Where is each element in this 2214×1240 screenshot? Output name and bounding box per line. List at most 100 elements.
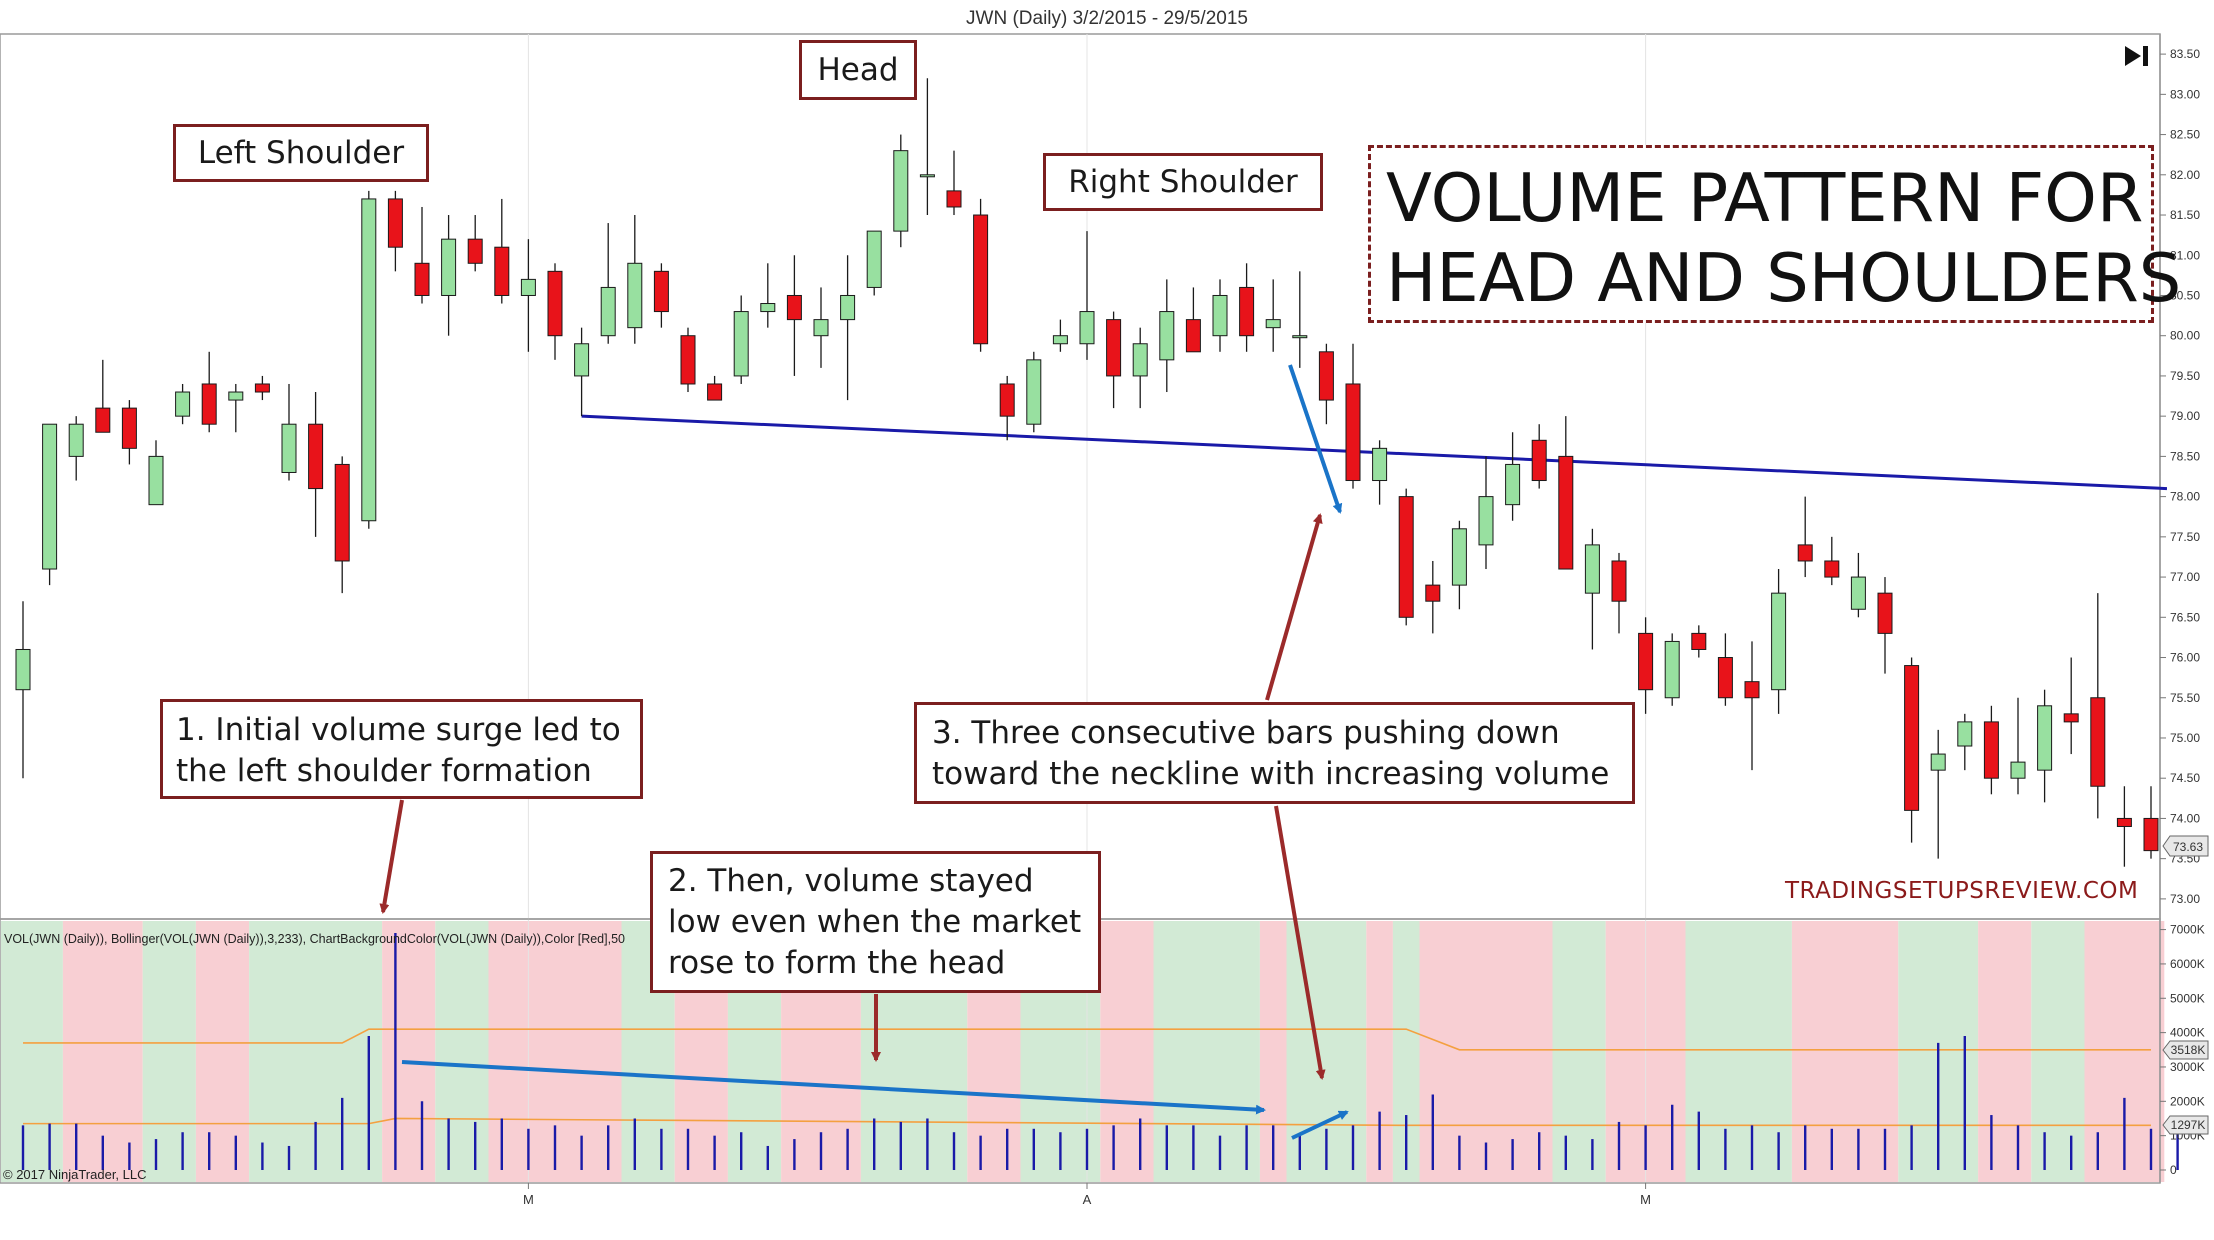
callout-1: 1. Initial volume surge led to the left … bbox=[160, 699, 643, 799]
candle-body bbox=[999, 383, 1015, 417]
price-tick-label: 81.50 bbox=[2170, 208, 2200, 222]
candle bbox=[1558, 416, 1574, 570]
candle bbox=[1531, 424, 1547, 489]
candle bbox=[228, 383, 244, 433]
price-tick-label: 79.00 bbox=[2170, 409, 2200, 423]
volume-bg-band bbox=[1791, 921, 1899, 1182]
candle bbox=[414, 206, 430, 304]
price-tick-label: 75.00 bbox=[2170, 731, 2200, 745]
candle-body bbox=[1691, 632, 1707, 650]
candle bbox=[121, 400, 137, 465]
candle-body bbox=[308, 423, 324, 490]
candle-body bbox=[1132, 343, 1148, 377]
price-tick-label: 78.00 bbox=[2170, 490, 2200, 504]
candle bbox=[1505, 432, 1521, 521]
price-tick-label: 74.00 bbox=[2170, 811, 2200, 825]
blue-arrow-volume-decline bbox=[401, 1060, 1266, 1115]
candle bbox=[15, 601, 31, 779]
pattern-title: VOLUME PATTERN FOR HEAD AND SHOULDERS bbox=[1368, 145, 2181, 323]
callout-1-line-1: 1. Initial volume surge led to bbox=[176, 712, 621, 748]
volume-bg-band bbox=[2031, 921, 2085, 1182]
candle-body bbox=[1824, 560, 1840, 578]
candle-body bbox=[1744, 681, 1760, 699]
candle-body bbox=[1877, 592, 1893, 634]
candles bbox=[15, 78, 2159, 867]
candle bbox=[893, 134, 909, 248]
candle bbox=[1398, 488, 1414, 626]
candle-body bbox=[1345, 383, 1361, 482]
candle-body bbox=[1292, 335, 1308, 339]
upper-band-label: 3518K bbox=[2171, 1043, 2206, 1057]
candle bbox=[1212, 279, 1228, 352]
callout-2: 2. Then, volume stayed low even when the… bbox=[650, 851, 1101, 993]
volume-bg-band bbox=[1100, 921, 1154, 1182]
volume-bg-band bbox=[382, 921, 436, 1182]
price-tick-label: 80.00 bbox=[2170, 329, 2200, 343]
callout-2-line-1: 2. Then, volume stayed bbox=[668, 863, 1034, 899]
price-tick-label: 74.50 bbox=[2170, 771, 2200, 785]
candle-body bbox=[15, 648, 31, 691]
candle-body bbox=[547, 270, 563, 337]
candle bbox=[281, 383, 297, 481]
candle bbox=[919, 78, 935, 216]
volume-bg-band bbox=[1153, 921, 1260, 1182]
candle-body bbox=[2010, 761, 2026, 779]
candle bbox=[1185, 287, 1201, 353]
candle-body bbox=[95, 407, 111, 433]
candle bbox=[520, 239, 536, 352]
copyright-text: © 2017 NinjaTrader, LLC bbox=[3, 1167, 147, 1182]
candle bbox=[387, 190, 403, 272]
callout-3-line-1: 3. Three consecutive bars pushing down bbox=[932, 715, 1560, 751]
annotation-arrows bbox=[379, 364, 1349, 1140]
candle-body bbox=[148, 455, 164, 506]
pattern-title-line-1: VOLUME PATTERN FOR bbox=[1386, 159, 2144, 237]
candle bbox=[2090, 593, 2106, 819]
candle-body bbox=[1930, 753, 1946, 771]
price-tick-label: 78.50 bbox=[2170, 449, 2200, 463]
candle bbox=[1239, 263, 1255, 352]
candle bbox=[1717, 633, 1733, 706]
volume-bg-band bbox=[1, 921, 63, 1182]
price-tick-label: 81.00 bbox=[2170, 248, 2200, 262]
price-tick-label: 83.00 bbox=[2170, 87, 2200, 101]
candle bbox=[786, 255, 802, 376]
price-tick-label: 80.50 bbox=[2170, 288, 2200, 302]
candle-body bbox=[1451, 528, 1467, 586]
candle bbox=[1106, 311, 1122, 409]
date-tick-label: M bbox=[523, 1192, 534, 1207]
candle bbox=[175, 383, 191, 425]
candle-body bbox=[494, 246, 510, 296]
candle bbox=[1797, 496, 1813, 578]
last-price-label: 73.63 bbox=[2173, 840, 2203, 854]
candle-body bbox=[1372, 447, 1388, 482]
callout-1-line-2: the left shoulder formation bbox=[176, 753, 592, 789]
candle-body bbox=[2090, 697, 2106, 787]
candle-body bbox=[786, 294, 802, 321]
candle-body bbox=[1079, 311, 1095, 345]
price-tick-label: 83.50 bbox=[2170, 47, 2200, 61]
volume-bars bbox=[21, 933, 2179, 1170]
candle-body bbox=[1957, 721, 1973, 747]
candle bbox=[733, 295, 749, 384]
candle-body bbox=[520, 278, 536, 296]
candle bbox=[547, 263, 563, 360]
volume-tick-label: 4000K bbox=[2170, 1026, 2205, 1040]
price-tick-label: 75.50 bbox=[2170, 691, 2200, 705]
candle bbox=[361, 190, 377, 529]
candle-body bbox=[175, 391, 191, 417]
candle bbox=[813, 287, 829, 368]
candle bbox=[1079, 231, 1095, 360]
price-tick-label: 82.50 bbox=[2170, 128, 2200, 142]
callout-2-line-3: rose to form the head bbox=[668, 945, 1006, 981]
right-shoulder-label: Right Shoulder bbox=[1043, 153, 1323, 211]
candle bbox=[1318, 343, 1334, 425]
scroll-to-end-icon[interactable] bbox=[2122, 44, 2150, 68]
candle-body bbox=[574, 343, 590, 377]
head-label: Head bbox=[799, 40, 917, 100]
candle bbox=[840, 255, 856, 401]
upper-band-badge: 3518K bbox=[2162, 1040, 2209, 1060]
price-tick-label: 76.00 bbox=[2170, 651, 2200, 665]
volume-bg-band bbox=[1419, 921, 1553, 1182]
candle-body bbox=[1106, 319, 1122, 377]
volume-tick-label: 2000K bbox=[2170, 1094, 2205, 1108]
